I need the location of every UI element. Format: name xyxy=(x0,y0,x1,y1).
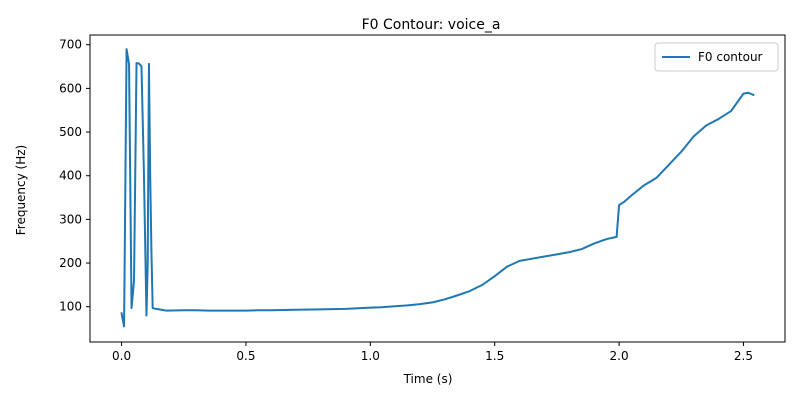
y-tick-label: 200 xyxy=(59,256,82,270)
x-tick-label: 1.5 xyxy=(485,349,504,363)
y-tick-label: 500 xyxy=(59,125,82,139)
legend-box xyxy=(654,42,779,72)
y-tick-label: 700 xyxy=(59,38,82,52)
x-tick-label: 2.5 xyxy=(734,349,753,363)
series-line-0 xyxy=(120,48,755,328)
x-axis-label: Time (s) xyxy=(403,372,453,386)
x-tick-label: 0.5 xyxy=(236,349,255,363)
y-tick-label: 600 xyxy=(59,81,82,95)
y-tick-label: 100 xyxy=(59,300,82,314)
plot-area: 0.0 0.5 1.0 1.5 2.0 2.5 100 200 300 400 500 600 700 xyxy=(59,34,786,363)
x-tick-label: 1.0 xyxy=(361,349,380,363)
chart-title: F0 Contour: voice_a xyxy=(362,17,501,33)
legend: F0 contour xyxy=(654,42,779,72)
y-axis-label: Frequency (Hz) xyxy=(14,145,28,236)
x-tick-label: 0.0 xyxy=(112,349,131,363)
x-tick-label: 2.0 xyxy=(610,349,629,363)
legend-label: F0 contour xyxy=(698,50,763,64)
y-tick-label: 400 xyxy=(59,169,82,183)
y-tick-label: 300 xyxy=(59,212,82,226)
axes-frame xyxy=(89,34,786,343)
